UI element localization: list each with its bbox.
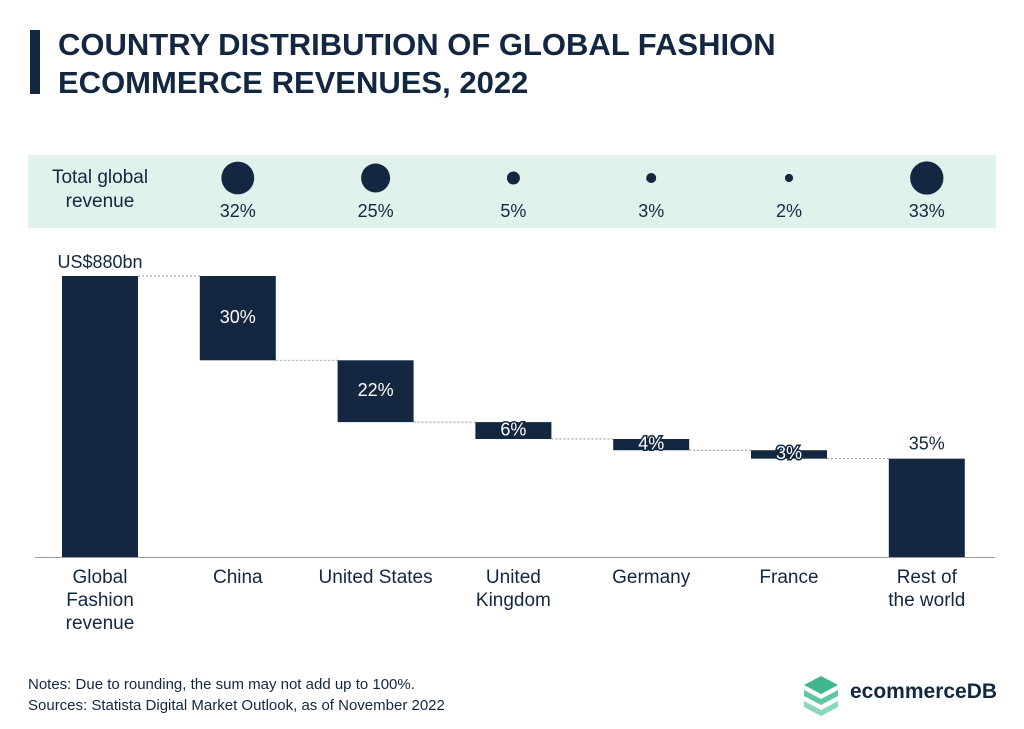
value-label: 35% xyxy=(909,433,945,453)
share-label: Total global revenue xyxy=(51,167,149,212)
x-tick-label: Germany xyxy=(612,567,691,588)
bar xyxy=(751,450,827,459)
total-bar xyxy=(62,276,138,557)
share-bubble xyxy=(910,161,944,195)
x-tick-label: Rest of the world xyxy=(888,567,966,611)
bar xyxy=(199,276,276,361)
share-bubble xyxy=(506,171,520,185)
share-label: 32% xyxy=(220,201,256,221)
bar xyxy=(613,438,690,451)
x-tick-label: Global Fashion revenue xyxy=(65,567,135,634)
value-label: 3% xyxy=(776,443,802,463)
source: Sources: Statista Digital Market Outlook… xyxy=(28,697,445,714)
share-bubble xyxy=(361,163,391,193)
bar xyxy=(888,458,965,557)
share-label: 33% xyxy=(909,201,945,221)
brand: ecommerceDB xyxy=(850,680,998,703)
x-tick-label: United Kingdom xyxy=(475,567,551,611)
title-bar xyxy=(30,30,40,94)
chart-title: COUNTRY DISTRIBUTION OF GLOBAL FASHION E… xyxy=(58,27,776,100)
value-label: 4% xyxy=(638,433,664,453)
bar xyxy=(337,360,414,423)
notes: Notes: Due to rounding, the sum may not … xyxy=(28,676,415,693)
value-label: 22% xyxy=(358,380,394,400)
bar xyxy=(475,422,552,439)
share-bubble xyxy=(784,173,794,183)
share-label: 25% xyxy=(358,201,394,221)
total-label: US$880bn xyxy=(57,252,142,272)
share-band xyxy=(28,155,996,228)
logo xyxy=(804,676,838,716)
share-bubble xyxy=(646,172,657,184)
x-tick-label: China xyxy=(212,567,263,588)
x-tick-label: France xyxy=(759,567,819,588)
x-tick-label: United States xyxy=(318,567,433,588)
share-label: 5% xyxy=(500,201,526,221)
share-label: 2% xyxy=(776,201,802,221)
value-label: 30% xyxy=(220,307,256,327)
value-label: 6% xyxy=(500,419,526,439)
share-bubble xyxy=(221,161,255,195)
share-label: 3% xyxy=(638,201,664,221)
